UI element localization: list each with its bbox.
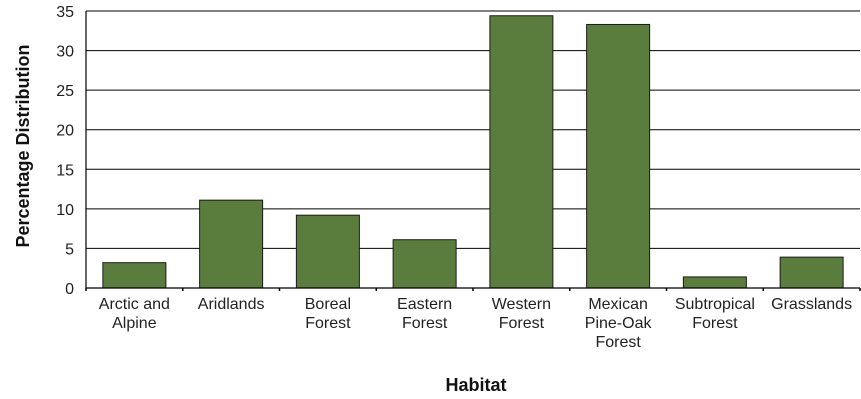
x-tick-label: Aridlands bbox=[198, 296, 265, 313]
bar bbox=[392, 239, 457, 289]
x-tick-labels: Arctic and Alpine Aridlands Boreal Forest Eas… bbox=[99, 296, 852, 351]
y-tick-label: 30 bbox=[56, 44, 74, 61]
y-tick-labels: 0 5 10 15 20 25 30 35 bbox=[56, 4, 74, 298]
bar bbox=[199, 199, 264, 289]
x-axis-title: Habitat bbox=[445, 375, 506, 395]
y-tick-label: 10 bbox=[56, 202, 74, 219]
bar bbox=[682, 276, 747, 289]
bar bbox=[489, 15, 554, 289]
y-tick-label: 25 bbox=[56, 83, 74, 100]
bar bbox=[586, 23, 651, 289]
y-tick-label: 5 bbox=[65, 241, 74, 258]
x-tick-label: Mexican Pine-Oak Forest bbox=[585, 296, 653, 351]
x-tick-label: Western Forest bbox=[492, 296, 551, 332]
y-tick-label: 35 bbox=[56, 4, 74, 21]
x-tick-label: Grasslands bbox=[771, 296, 852, 313]
bar bbox=[102, 262, 167, 289]
bars bbox=[102, 15, 844, 289]
x-tick-label: Arctic and Alpine bbox=[99, 296, 170, 332]
x-tick-label: Subtropical Forest bbox=[675, 296, 755, 332]
y-axis-title: Percentage Distribution bbox=[13, 44, 33, 247]
bar bbox=[295, 214, 360, 289]
y-tick-label: 20 bbox=[56, 123, 74, 140]
x-tick-label: Eastern Forest bbox=[397, 296, 452, 332]
bar bbox=[779, 256, 844, 289]
x-tick-label: Boreal Forest bbox=[305, 296, 351, 332]
y-tick-label: 15 bbox=[56, 162, 74, 179]
axes bbox=[85, 11, 861, 291]
y-tick-label: 0 bbox=[65, 281, 74, 298]
